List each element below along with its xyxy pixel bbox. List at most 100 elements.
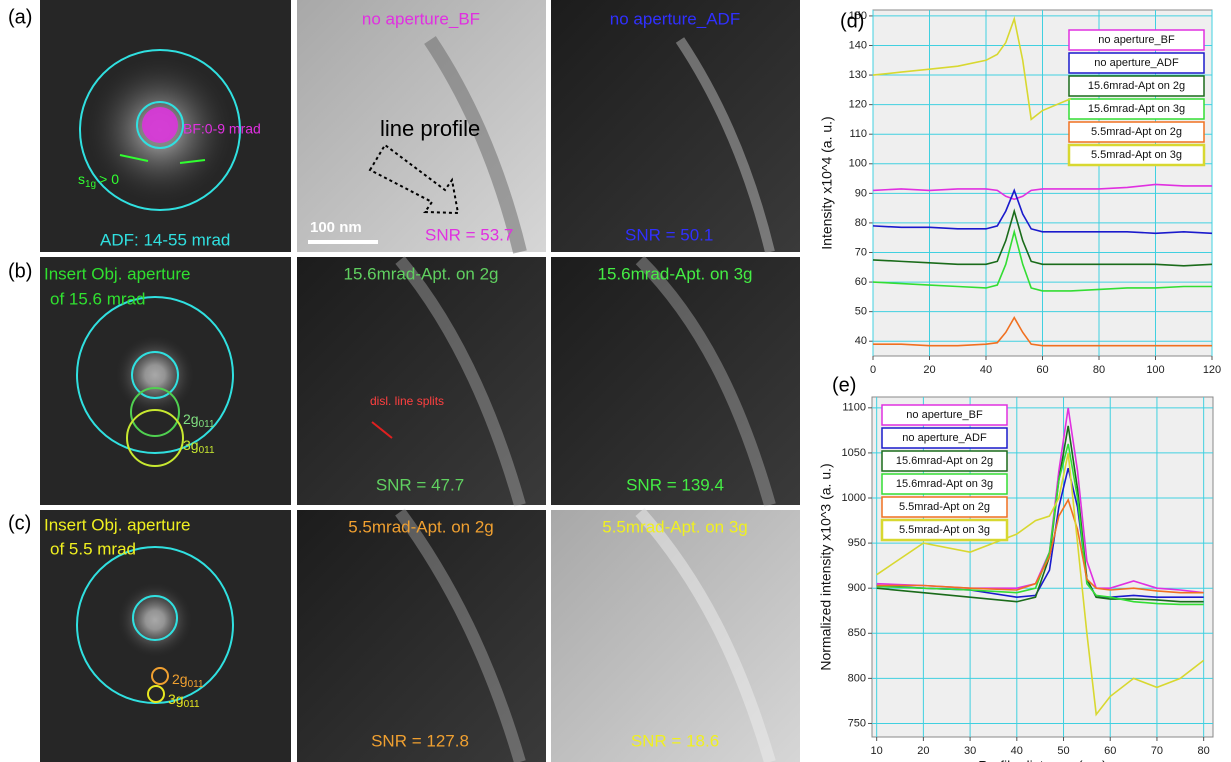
data-line: [876, 452, 1205, 717]
annotation: > 0: [99, 171, 119, 187]
legend-label: 15.6mrad-Apt on 2g: [896, 455, 993, 467]
legend-box: [1068, 121, 1205, 143]
annotation: 3g: [183, 437, 199, 453]
legend-box: [881, 404, 1008, 426]
y-tick-label: 1050: [842, 447, 866, 459]
image-title: 15.6mrad-Apt. on 3g: [598, 264, 753, 283]
y-tick-label: 1000: [842, 492, 866, 504]
image-title: 5.5mrad-Apt. on 2g: [348, 517, 494, 536]
x-tick-label: 0: [870, 364, 876, 376]
annotation: Insert Obj. aperture: [44, 515, 190, 534]
legend-label: no aperture_ADF: [1094, 57, 1179, 69]
legend-label: 15.6mrad-Apt on 2g: [1088, 80, 1185, 92]
tem-image: [551, 0, 800, 252]
x-tick-label: 50: [1057, 745, 1069, 757]
panel-label: (b): [8, 260, 32, 282]
x-tick-label: 20: [923, 364, 935, 376]
data-line: [876, 468, 1204, 599]
annotation: 011: [188, 679, 204, 690]
y-tick-label: 110: [849, 128, 867, 140]
panel-label: (d): [840, 10, 864, 32]
legend-label: 5.5mrad-Apt on 3g: [1091, 149, 1182, 161]
legend-box: [880, 518, 1009, 542]
annotation: s: [78, 171, 85, 187]
annotation: 3g: [168, 691, 184, 707]
x-tick-label: 40: [980, 364, 992, 376]
snr: SNR = 127.8: [371, 731, 469, 750]
legend-label: 5.5mrad-Apt on 2g: [899, 501, 990, 513]
y-tick-label: 80: [855, 217, 867, 229]
x-axis-title: Profile distance (nm): [978, 758, 1106, 762]
image-title: 15.6mrad-Apt. on 2g: [344, 264, 499, 283]
annotation: 2g: [183, 411, 199, 427]
y-tick-label: 90: [855, 187, 867, 199]
y-tick-label: 100: [849, 158, 867, 170]
x-tick-label: 70: [1151, 745, 1163, 757]
legend-box: [881, 427, 1008, 449]
x-tick-label: 20: [917, 745, 929, 757]
y-tick-label: 950: [848, 537, 866, 549]
panel-label: (c): [8, 512, 31, 534]
legend-label: 5.5mrad-Apt on 3g: [899, 524, 990, 536]
x-tick-label: 100: [1146, 364, 1164, 376]
y-tick-label: 120: [849, 99, 867, 111]
y-tick-label: 40: [855, 335, 867, 347]
legend-label: no aperture_ADF: [902, 432, 987, 444]
annotation: disl. line splits: [370, 394, 444, 408]
y-tick-label: 850: [848, 627, 866, 639]
data-line: [876, 443, 1204, 606]
data-line: [872, 228, 1212, 292]
legend-box: [1068, 52, 1205, 74]
annotation: Insert Obj. aperture: [44, 264, 190, 283]
data-line: [872, 208, 1213, 267]
legend-box: [881, 450, 1008, 472]
annotation: 3g011: [168, 691, 200, 710]
x-tick-label: 120: [1203, 364, 1221, 376]
image-title: no aperture_ADF: [610, 9, 740, 28]
legend-box: [1068, 98, 1205, 120]
y-tick-label: 50: [855, 306, 867, 318]
annotation: 011: [199, 419, 215, 430]
x-tick-label: 40: [1011, 745, 1023, 757]
legend-box: [1068, 29, 1205, 51]
annotation: 011: [199, 445, 215, 456]
legend-label: 15.6mrad-Apt on 3g: [896, 478, 993, 490]
annotation: 3g011: [183, 437, 215, 456]
snr: SNR = 139.4: [626, 475, 724, 494]
panel-label: (e): [832, 374, 856, 396]
legend-box: [881, 496, 1008, 518]
scale-bar-label: 100 nm: [310, 219, 362, 236]
annotation: 1g: [85, 179, 96, 190]
legend-label: 15.6mrad-Apt on 3g: [1088, 103, 1185, 115]
y-tick-label: 140: [849, 39, 867, 51]
data-line: [872, 183, 1212, 201]
data-line: [876, 425, 1204, 603]
y-tick-label: 1100: [842, 402, 866, 414]
tem-image: [297, 257, 546, 505]
annotation: BF:0-9 mrad: [183, 121, 261, 137]
annotation: 011: [184, 699, 200, 710]
data-line: [876, 407, 1204, 594]
snr: SNR = 47.7: [376, 475, 464, 494]
annotation: of 15.6 mrad: [50, 289, 145, 308]
image-title: 5.5mrad-Apt. on 3g: [602, 517, 748, 536]
tem-image: [297, 510, 546, 762]
y-tick-label: 150: [849, 10, 867, 22]
annotation: line profile: [380, 116, 480, 141]
annotation: ADF: 14-55 mrad: [100, 230, 230, 249]
x-tick-label: 60: [1036, 364, 1048, 376]
y-tick-label: 60: [855, 276, 867, 288]
y-tick-label: 800: [848, 672, 866, 684]
y-axis-title: Normalized intensity x10^3 (a. u.): [818, 463, 834, 670]
y-axis-title: Intensity x10^4 (a. u.): [819, 116, 835, 249]
annotation: s1g > 0: [78, 171, 119, 190]
legend-label: no aperture_BF: [906, 409, 983, 421]
data-line: [872, 15, 1072, 121]
y-tick-label: 130: [849, 69, 867, 81]
legend-box: [881, 473, 1008, 495]
annotation: 2g011: [172, 671, 204, 690]
diffraction-panels: [40, 0, 291, 762]
snr: SNR = 18.6: [631, 731, 719, 750]
x-tick-label: 60: [1104, 745, 1116, 757]
